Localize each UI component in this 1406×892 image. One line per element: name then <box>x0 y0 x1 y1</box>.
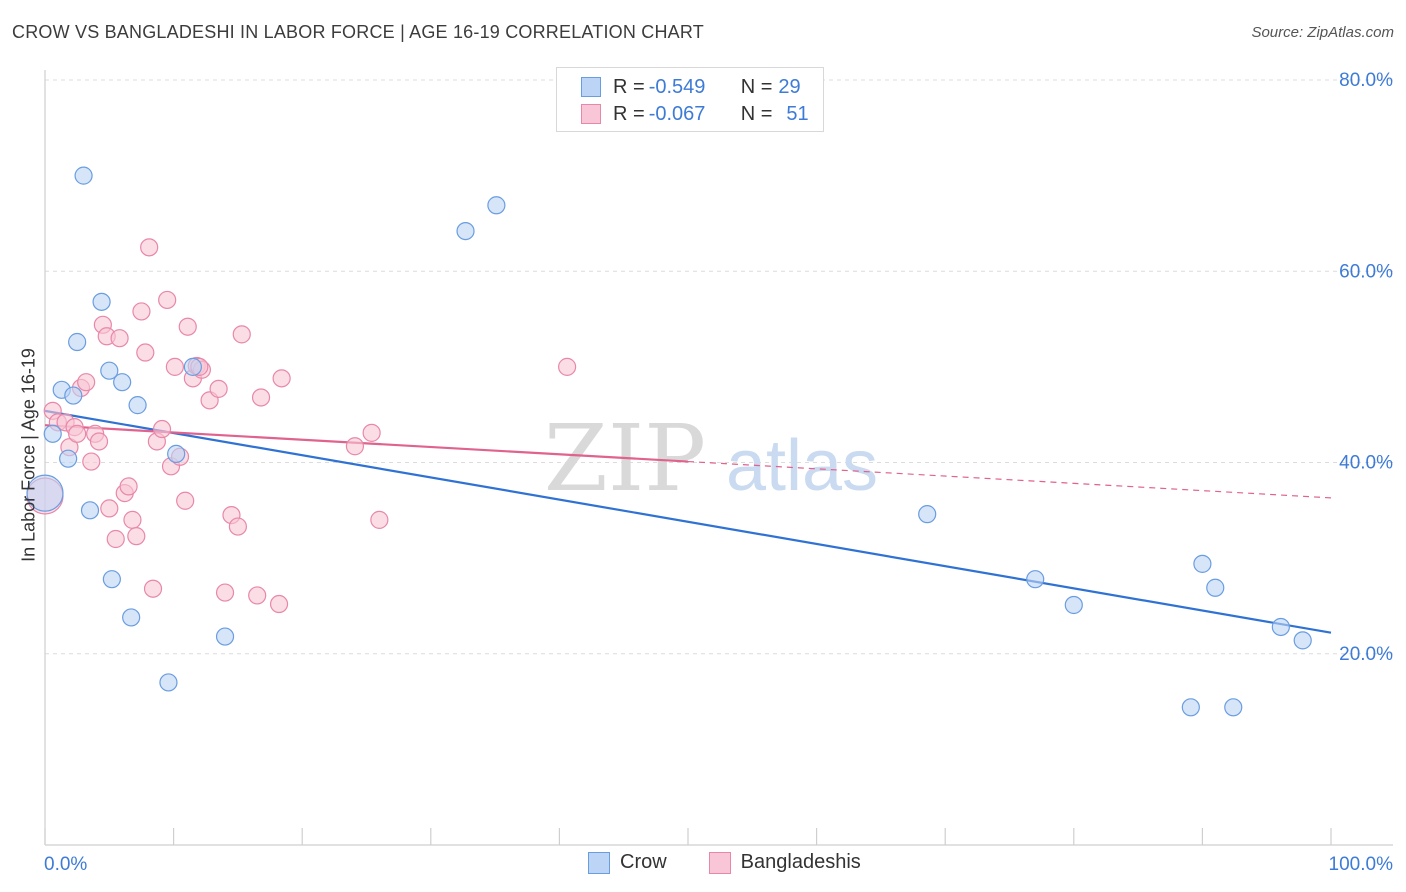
crow-point-7 <box>80 501 100 520</box>
bangladeshis-point-47 <box>362 423 381 442</box>
watermark-atlas: atlas <box>726 426 878 506</box>
legend-bangladeshis-label: Bangladeshis <box>740 851 861 873</box>
crow-n-value: 29 <box>778 75 801 98</box>
crow-point-10 <box>102 570 121 589</box>
bangladeshis-point-15 <box>106 529 125 549</box>
stats-legend-row-bangladeshis: R = -0.067 N = 51 <box>581 102 809 126</box>
x-tick-label-100: 100.0% <box>1329 854 1394 875</box>
y-tick-label-20: 20.0% <box>1339 644 1393 665</box>
y-tick-label-40: 40.0% <box>1339 453 1393 474</box>
crow-point-17 <box>215 627 235 646</box>
bangladeshis-point-32 <box>178 317 197 336</box>
bangladeshis-point-9 <box>82 452 101 471</box>
bangladeshis-r-value: -0.067 <box>648 102 706 125</box>
bangladeshis-point-38 <box>215 583 235 602</box>
crow-point-16 <box>183 357 202 376</box>
bangladeshis-point-46 <box>345 437 365 456</box>
bangladeshis-point-16 <box>110 329 129 348</box>
bangladeshis-point-31 <box>176 491 195 510</box>
legend-bangladeshis-swatch <box>708 851 731 874</box>
chart-title: CROW VS BANGLADESHI IN LABOR FORCE | AGE… <box>12 22 704 42</box>
bangladeshis-point-48 <box>370 510 389 529</box>
bangladeshis-point-37 <box>209 379 228 398</box>
watermark: ZIP atlas <box>544 405 878 512</box>
bangladeshis-point-27 <box>158 290 177 310</box>
bangladeshis-point-21 <box>132 302 151 321</box>
crow-r-label: R = <box>613 75 645 98</box>
bangladeshis-point-18 <box>119 477 138 496</box>
bangladeshis-trend-line <box>44 424 689 463</box>
crow-point-24 <box>1193 554 1212 573</box>
bangladeshis-point-44 <box>269 594 289 614</box>
crow-point-26 <box>1224 698 1243 717</box>
bangladeshis-point-41 <box>232 325 251 344</box>
crow-n-label: N = <box>740 75 773 98</box>
crow-point-21 <box>1026 570 1045 589</box>
stats-legend: R = -0.549 N = 29 R = -0.067 N = 51 <box>556 67 824 132</box>
bangladeshis-point-19 <box>123 510 142 529</box>
crow-point-3 <box>59 449 78 468</box>
bangladeshis-point-20 <box>127 527 146 546</box>
y-axis-label: In Labor Force | Age 16-19 <box>18 348 39 562</box>
bangladeshis-point-43 <box>251 388 271 407</box>
crow-point-22 <box>1064 595 1083 615</box>
crow-point-6 <box>74 166 93 185</box>
crow-point-20 <box>918 505 937 524</box>
legend-item-bangladeshis[interactable]: Bangladeshis <box>708 851 861 874</box>
crow-trend-line <box>44 409 1332 634</box>
bangladeshis-point-8 <box>77 373 96 392</box>
bangladeshis-point-6 <box>68 424 87 443</box>
tick-labels: 20.0% 40.0% 60.0% 80.0% 0.0% 100.0% <box>44 70 1393 875</box>
stats-legend-row-crow: R = -0.549 N = 29 <box>581 75 801 99</box>
bangladeshis-n-value: 51 <box>786 102 809 125</box>
crow-r-value: -0.549 <box>648 75 706 98</box>
bangladeshis-point-14 <box>100 499 119 518</box>
x-tick-label-0: 0.0% <box>44 854 87 875</box>
crow-point-15 <box>167 444 186 463</box>
series-legend: Crow Bangladeshis <box>588 851 903 874</box>
bangladeshis-point-11 <box>89 432 109 451</box>
legend-crow-label: Crow <box>620 851 667 873</box>
bangladeshis-trend-line-extension <box>687 460 1332 499</box>
crow-point-14 <box>159 673 178 692</box>
crow-point-11 <box>113 373 132 392</box>
y-tick-label-80: 80.0% <box>1339 70 1393 91</box>
crow-point-19 <box>487 196 506 215</box>
legend-crow-swatch <box>588 851 610 874</box>
trend-lines <box>44 409 1332 634</box>
source-label: Source: ZipAtlas.com <box>1251 24 1394 41</box>
bangladeshis-point-23 <box>140 238 159 257</box>
bangladeshis-point-22 <box>136 343 155 362</box>
crow-point-5 <box>68 332 87 352</box>
bangladeshis-n-label: N = <box>740 102 773 125</box>
crow-point-25 <box>1206 578 1225 597</box>
bangladeshis-point-40 <box>228 517 247 536</box>
crow-point-12 <box>122 608 141 627</box>
bangladeshis-point-26 <box>152 419 172 439</box>
bangladeshis-point-24 <box>143 579 163 598</box>
crow-point-27 <box>1271 617 1290 637</box>
crow-point-1 <box>43 424 62 443</box>
grid-lines <box>45 79 1393 655</box>
bangladeshis-swatch <box>581 104 601 124</box>
bangladeshis-point-45 <box>272 369 291 388</box>
bangladeshis-point-42 <box>248 586 267 605</box>
crow-point-13 <box>128 396 147 415</box>
crow-point-23 <box>1181 698 1200 717</box>
crow-point-9 <box>100 361 119 380</box>
data-points <box>26 166 1312 717</box>
crow-point-4 <box>64 386 83 405</box>
crow-point-18 <box>456 221 475 241</box>
y-tick-label-60: 60.0% <box>1339 261 1393 282</box>
crow-point-28 <box>1293 631 1312 650</box>
bangladeshis-point-49 <box>558 357 577 376</box>
bangladeshis-point-29 <box>165 357 184 376</box>
legend-item-crow[interactable]: Crow <box>588 851 667 874</box>
crow-point-8 <box>92 292 111 311</box>
crow-swatch <box>581 77 601 97</box>
crow-point-0 <box>26 474 64 512</box>
axes <box>44 70 1393 846</box>
bangladeshis-r-label: R = <box>613 102 645 125</box>
